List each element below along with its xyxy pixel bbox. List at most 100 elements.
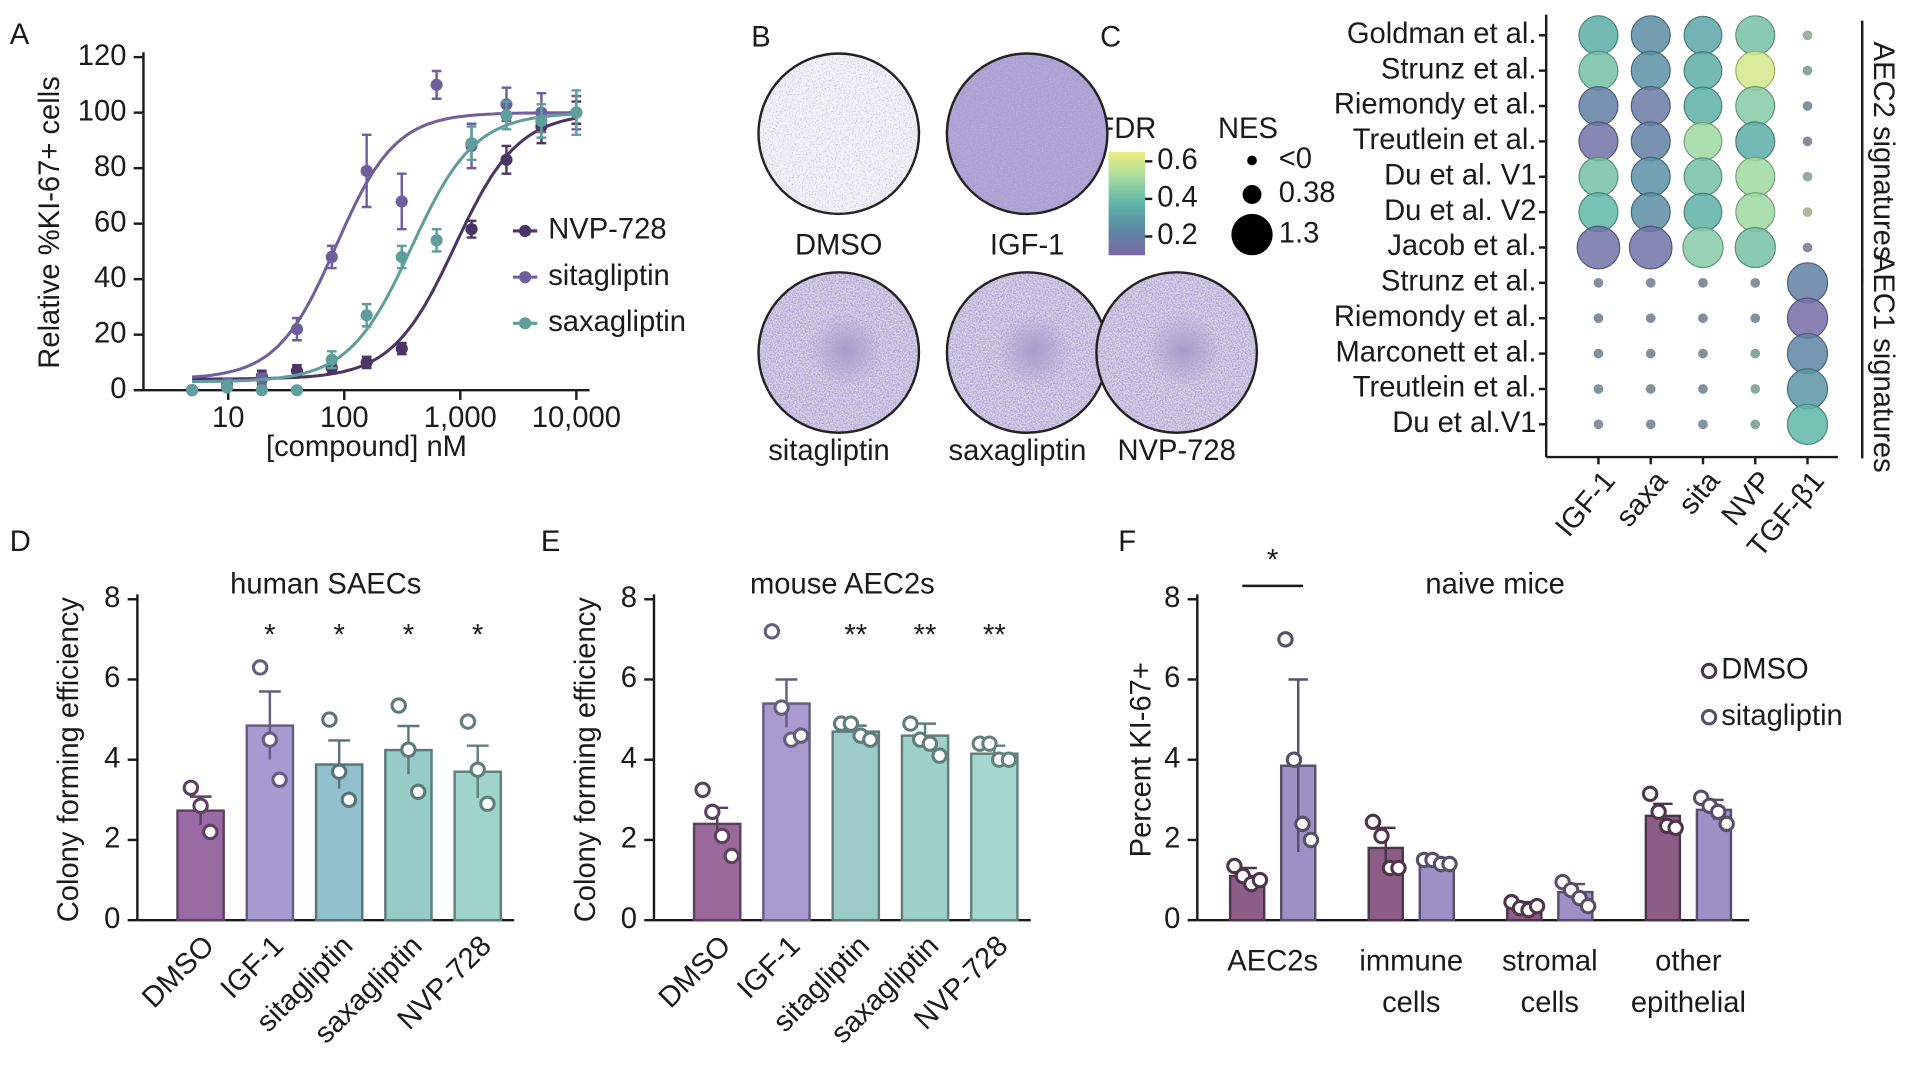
panel-letter: C — [1100, 22, 1121, 54]
data-point — [902, 715, 919, 732]
bar — [831, 730, 881, 922]
y-tick-label: 8 — [104, 582, 120, 614]
dot — [1645, 348, 1656, 359]
y-tick-label: 120 — [78, 40, 127, 72]
dot — [1698, 313, 1708, 324]
data-point — [1667, 819, 1684, 837]
data-point — [430, 78, 443, 91]
y-tick-label: 2 — [1164, 823, 1180, 855]
y-tick-label: 4 — [621, 742, 637, 774]
significance: * — [1267, 544, 1278, 576]
well-rim — [757, 271, 921, 434]
well-label: NVP-728 — [1118, 435, 1236, 467]
dot — [1735, 15, 1776, 56]
data-point — [251, 659, 269, 676]
dot — [1578, 156, 1619, 197]
data-point — [255, 384, 268, 397]
well-texture — [758, 272, 919, 433]
data-point — [360, 164, 373, 178]
dot — [1750, 419, 1761, 430]
dot — [1698, 384, 1708, 394]
legend-marker — [519, 317, 532, 330]
legend-label: DMSO — [1721, 654, 1808, 686]
dot — [1786, 262, 1829, 304]
y-tick-label: 2 — [104, 823, 120, 855]
data-point — [409, 783, 427, 801]
error-bar — [258, 690, 281, 760]
y-tick-label: 20 — [94, 317, 126, 349]
chart-title: human SAECs — [230, 569, 421, 601]
data-point — [1528, 897, 1546, 915]
y-tick-label: 8 — [621, 582, 637, 614]
legend-marker — [519, 224, 532, 238]
data-point — [842, 715, 860, 732]
row-label: Treutlein et al. — [1353, 372, 1537, 404]
data-point — [535, 114, 548, 128]
well-label: IGF-1 — [990, 229, 1065, 261]
dot — [1735, 156, 1776, 197]
data-point — [395, 250, 408, 264]
column-label: IGF-1 — [1549, 465, 1621, 543]
x-tick-label: 100 — [320, 402, 369, 434]
data-point — [1441, 855, 1458, 873]
y-tick-label: 0 — [110, 373, 126, 405]
data-point — [1277, 631, 1294, 648]
dot — [1578, 85, 1619, 127]
chart-title: mouse AEC2s — [750, 569, 935, 601]
y-axis-label: Percent KI-67+ — [1125, 662, 1157, 857]
x-tick-label: stromal cells — [1502, 945, 1598, 1018]
x-tick-label: DMSO — [653, 930, 737, 1014]
dot — [1802, 171, 1813, 182]
data-point — [261, 731, 279, 748]
row-label: Riemondy et al. — [1334, 89, 1537, 121]
row-label: Jacob et al. — [1387, 230, 1536, 262]
size-key — [1242, 185, 1262, 204]
dot — [1593, 313, 1604, 324]
y-tick-label: 40 — [94, 262, 126, 294]
dot — [1735, 192, 1776, 233]
bar — [314, 763, 364, 922]
data-point — [792, 727, 810, 744]
row-label: Riemondy et al. — [1334, 301, 1537, 333]
row-label: Du et al.V1 — [1392, 407, 1536, 439]
row-label: Treutlein et al. — [1353, 124, 1537, 156]
data-point — [723, 847, 740, 865]
dot — [1750, 384, 1761, 394]
panel-letter: A — [10, 19, 30, 51]
y-axis-label: Colony forming efficiency — [570, 597, 602, 923]
well-texture — [1096, 272, 1257, 433]
bar — [900, 734, 950, 922]
data-point — [713, 827, 731, 845]
data-point — [192, 797, 209, 815]
y-tick-label: 0 — [104, 903, 120, 935]
data-point — [981, 735, 998, 752]
y-tick-label: 100 — [78, 95, 127, 127]
data-point — [1641, 785, 1659, 803]
data-point — [1709, 803, 1727, 821]
data-point — [202, 823, 219, 841]
fit-curve — [191, 111, 577, 379]
dot — [1786, 332, 1829, 375]
data-point — [1364, 813, 1382, 831]
size-key — [1231, 213, 1273, 256]
data-point — [360, 309, 373, 322]
panel-letter: B — [751, 22, 770, 54]
well-label: sitagliptin — [768, 435, 890, 467]
data-point — [321, 711, 338, 728]
dot — [1683, 86, 1723, 126]
panel-letter: F — [1118, 526, 1136, 558]
colorbar — [1108, 151, 1146, 256]
data-point — [1000, 751, 1018, 768]
row-label: Du et al. V1 — [1384, 159, 1536, 191]
dot — [1750, 277, 1761, 288]
data-point — [773, 699, 790, 716]
row-label: Du et al. V2 — [1384, 195, 1536, 227]
group-label: AEC1 signatures — [1867, 254, 1899, 473]
size-key — [1247, 155, 1257, 166]
data-point — [465, 223, 478, 236]
data-point — [1226, 857, 1243, 875]
data-point — [500, 109, 513, 122]
data-point — [694, 781, 711, 798]
dot — [1802, 30, 1813, 41]
